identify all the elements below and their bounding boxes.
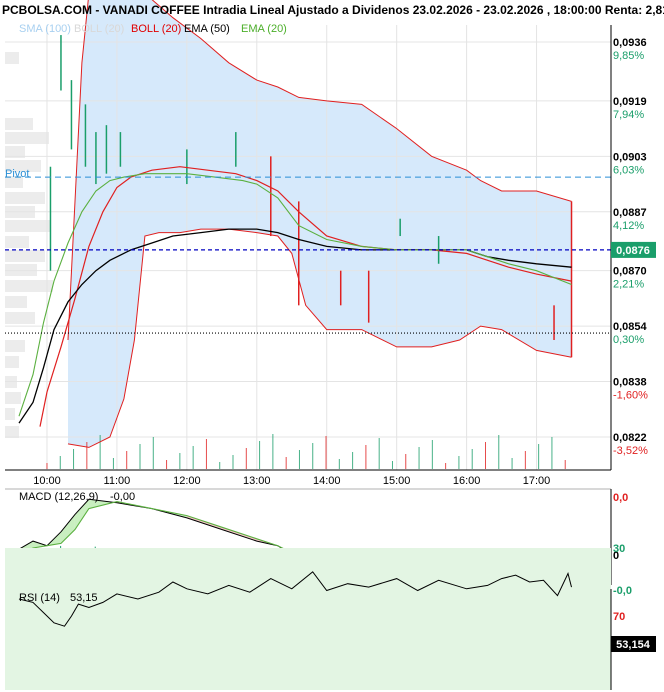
ghost-bar [5, 160, 41, 172]
y-tick-pct: 0,30% [613, 334, 644, 346]
y-tick-price: 0,0854 [613, 321, 648, 333]
x-tick-label: 15:00 [383, 475, 411, 487]
current-price-tag-bg [611, 241, 656, 258]
ghost-bar [5, 146, 25, 158]
y-tick-pct: -3,52% [613, 445, 648, 457]
current-price-tag: 0,0876 [611, 241, 656, 258]
ghost-bar [5, 408, 15, 420]
x-tick-label: 14:00 [313, 475, 341, 487]
x-tick-label: 13:00 [243, 475, 271, 487]
macd-y-tick: 0,0 [613, 492, 628, 504]
ghost-bar [5, 392, 21, 404]
ghost-bar [5, 220, 51, 232]
ghost-bar [5, 296, 27, 308]
ghost-bar [5, 340, 25, 352]
ghost-bar [5, 312, 35, 324]
legend-boll-20: BOLL (20) [131, 23, 181, 35]
left-gutter-ghost-bars [5, 52, 53, 438]
rsi-value: 53,15 [70, 592, 98, 604]
ghost-bar [5, 132, 49, 144]
ghost-bar [5, 426, 19, 438]
ghost-bar [5, 250, 45, 262]
y-tick-pct: 2,21% [613, 279, 644, 291]
rsi-oversold-zone [5, 548, 611, 690]
y-tick-pct: 9,85% [613, 50, 644, 62]
bollinger-lower-line [67, 228, 572, 448]
x-tick-label: 12:00 [173, 475, 201, 487]
macd-y-axis-labels: 0,0 0 -0,0 [613, 492, 632, 597]
bollinger-band-fill [68, 0, 572, 448]
ghost-bar [5, 356, 19, 368]
x-tick-label: 10:00 [33, 475, 61, 487]
rsi-panel: RSI (14) 53,15 70 30 53,154 [5, 543, 656, 690]
rsi-line [18, 571, 572, 627]
current-price-label: 0,0876 [616, 245, 650, 257]
y-tick-price: 0,0903 [613, 151, 647, 163]
chart-title: PCBOLSA.COM - VANADI COFFEE Intradia Lin… [2, 3, 664, 17]
x-tick-label: 17:00 [523, 475, 551, 487]
y-tick-price: 0,0919 [613, 96, 647, 108]
ghost-bar [5, 176, 23, 188]
macd-fill-segment [74, 499, 89, 530]
ghost-bar [5, 192, 45, 204]
macd-y-tick: 0 [613, 550, 619, 562]
rsi-y-axis-labels: 70 30 [613, 543, 625, 623]
y-tick-pct: 7,94% [613, 109, 644, 121]
macd-value: -0,00 [110, 491, 135, 503]
y-tick-price: 0,0870 [613, 266, 647, 278]
macd-y-tick: -0,0 [613, 585, 632, 597]
y-tick-pct: -1,60% [613, 390, 648, 402]
legend-ema-50: EMA (50) [184, 23, 230, 35]
macd-title: MACD (12,26,9) [19, 491, 98, 503]
rsi-y-tick: 70 [613, 611, 625, 623]
legend-boll-hidden: BOLL (20) [74, 23, 124, 35]
ghost-bar [5, 264, 37, 276]
legend-sma-100: SMA (100) [19, 23, 71, 35]
x-tick-label: 11:00 [104, 475, 131, 487]
y-tick-pct: 4,12% [613, 220, 644, 232]
ghost-bar [5, 280, 53, 292]
rsi-current-tag-bg [611, 636, 656, 652]
macd-fill-segment [60, 514, 75, 544]
x-tick-label: 16:00 [453, 475, 481, 487]
ghost-bar [5, 236, 29, 248]
y-tick-price: 0,0822 [613, 432, 647, 444]
y-tick-price: 0,0838 [613, 377, 647, 389]
bollinger-upper-line [67, 0, 572, 341]
pivot-label: Pivot [5, 168, 29, 180]
rsi-y-tick: 30 [613, 543, 625, 555]
macd-fill-segment [32, 541, 47, 549]
main-grid [5, 25, 611, 470]
y-tick-pct: 6,03% [613, 164, 644, 176]
main-x-axis-labels: 10:00 11:00 12:00 13:00 14:00 15:00 16:00 17:00 [33, 475, 550, 487]
legend: SMA (100) BOLL (20) BOLL (20) EMA (50) E… [19, 23, 287, 35]
y-tick-price: 0,0887 [613, 207, 647, 219]
rsi-title: RSI (14) [19, 592, 60, 604]
legend-ema-20: EMA (20) [241, 23, 287, 35]
main-price-panel [5, 0, 612, 471]
ghost-bar [5, 52, 19, 64]
ghost-bar [5, 118, 33, 130]
y-tick-price: 0,0936 [613, 37, 647, 49]
rsi-current-label: 53,154 [616, 639, 651, 651]
